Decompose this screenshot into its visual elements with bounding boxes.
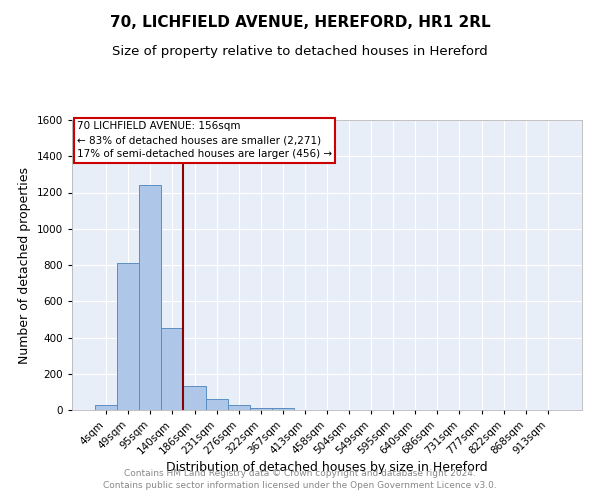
Bar	[161, 328, 184, 410]
Bar	[95, 406, 117, 410]
Bar	[139, 185, 161, 410]
Text: 70 LICHFIELD AVENUE: 156sqm
← 83% of detached houses are smaller (2,271)
17% of : 70 LICHFIELD AVENUE: 156sqm ← 83% of det…	[77, 122, 332, 160]
X-axis label: Distribution of detached houses by size in Hereford: Distribution of detached houses by size …	[166, 462, 488, 474]
Text: Size of property relative to detached houses in Hereford: Size of property relative to detached ho…	[112, 45, 488, 58]
Bar	[206, 399, 227, 410]
Text: 70, LICHFIELD AVENUE, HEREFORD, HR1 2RL: 70, LICHFIELD AVENUE, HEREFORD, HR1 2RL	[110, 15, 490, 30]
Bar	[272, 408, 294, 410]
Bar	[250, 408, 272, 410]
Bar	[227, 406, 250, 410]
Bar	[184, 386, 206, 410]
Y-axis label: Number of detached properties: Number of detached properties	[18, 166, 31, 364]
Bar	[117, 263, 139, 410]
Text: Contains HM Land Registry data © Crown copyright and database right 2024.
Contai: Contains HM Land Registry data © Crown c…	[103, 468, 497, 490]
